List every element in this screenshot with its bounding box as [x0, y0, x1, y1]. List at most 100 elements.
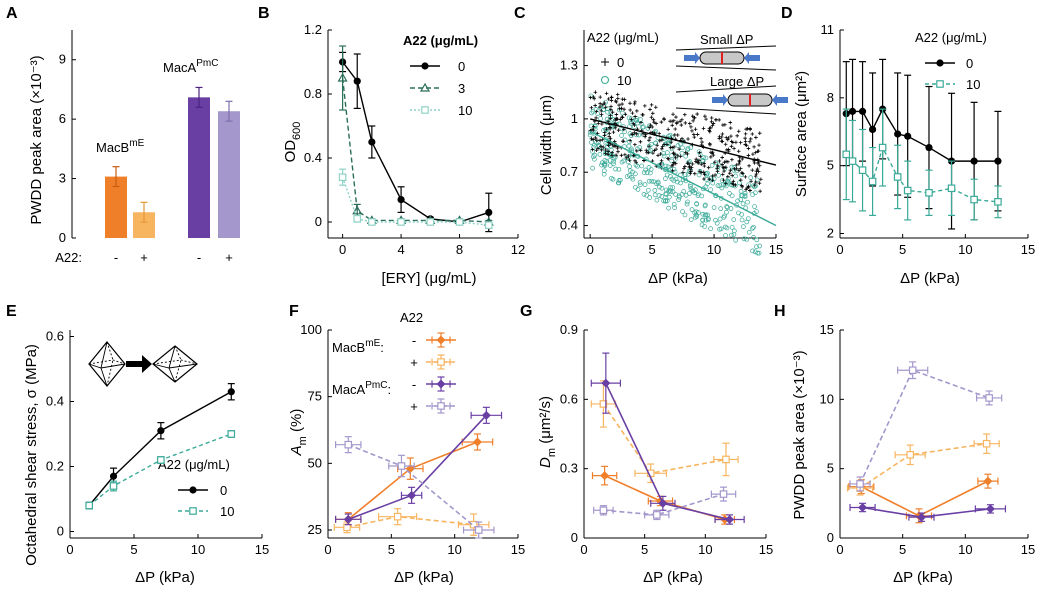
data-point	[157, 427, 165, 435]
scatter-point-10	[592, 131, 598, 137]
data-point	[469, 520, 478, 529]
panel-label-d: D	[781, 5, 793, 22]
scatter-point-10	[590, 165, 595, 171]
scatter-point-0	[711, 153, 716, 157]
scatter-point-0	[720, 132, 725, 136]
scatter-point-10	[680, 209, 685, 214]
scatter-point-10	[693, 209, 699, 215]
legend-marker	[601, 58, 609, 66]
scatter-point-0	[651, 117, 656, 122]
channel-wall	[675, 85, 777, 93]
scatter-point-0	[727, 171, 732, 175]
scatter-point-10	[622, 129, 627, 135]
panel-label-f: F	[289, 303, 299, 320]
data-point	[985, 394, 993, 402]
octahedron-hidden-edges	[88, 341, 126, 387]
scatter-point-10	[703, 202, 708, 208]
scatter-point-10	[703, 217, 709, 223]
scatter-point-0	[596, 121, 601, 126]
data-point	[970, 195, 978, 204]
scatter-point-10	[634, 118, 640, 123]
scatter-point-10	[685, 146, 691, 151]
scatter-point-0	[696, 161, 701, 165]
series-line	[604, 474, 725, 521]
scatter-point-0	[652, 120, 656, 125]
scatter-point-10	[619, 133, 624, 138]
panel-h-y-tick-label: 5	[827, 461, 834, 476]
panel-c-ylabel: Cell width (μm)	[538, 95, 555, 195]
scatter-point-10	[663, 191, 669, 197]
scatter-point-10	[644, 192, 650, 198]
data-point	[652, 511, 661, 519]
data-point	[344, 440, 353, 449]
scatter-point-0	[735, 134, 739, 138]
legend-marker	[600, 75, 610, 85]
series-line	[859, 369, 990, 485]
scatter-point-0	[607, 131, 612, 136]
legend-label: 10	[458, 103, 472, 118]
scatter-point-0	[651, 111, 655, 116]
panel-c-y-tick-label: 1.3	[560, 58, 578, 73]
panel-c-x-tick-label: 0	[587, 242, 594, 257]
scatter-point-0	[648, 123, 653, 127]
scatter-point-0	[758, 189, 762, 194]
scatter-point-0	[699, 162, 704, 167]
scatter-point-0	[623, 152, 627, 157]
scatter-point-0	[689, 125, 693, 129]
scatter-point-10	[668, 185, 673, 190]
data-point	[338, 173, 347, 182]
scatter-point-10	[665, 164, 671, 170]
scatter-point-10	[733, 173, 738, 179]
scatter-point-0	[619, 106, 624, 111]
series-line-0	[846, 107, 998, 162]
scatter-point-0	[673, 133, 677, 137]
scatter-point-0	[743, 136, 747, 140]
data-point	[947, 184, 956, 193]
panel-g-ylabel: Dm (μm²/s)	[537, 396, 558, 468]
scatter-point-10	[587, 132, 593, 138]
scatter-point-10	[665, 150, 670, 155]
scatter-point-10	[684, 201, 690, 207]
data-point	[157, 456, 165, 464]
scatter-point-0	[640, 112, 645, 117]
bar-sign-label: +	[140, 250, 148, 265]
scatter-point-10	[700, 211, 706, 217]
panel-d-y-tick-label: 5	[827, 158, 834, 173]
scatter-point-10	[751, 235, 756, 240]
scatter-point-0	[723, 181, 728, 186]
data-point	[484, 221, 493, 230]
panel-g-x-tick-label: 15	[759, 542, 773, 557]
scatter-point-0	[665, 142, 669, 147]
panel-b-y-tick-label: 1.2	[304, 22, 322, 37]
scatter-point-0	[598, 138, 602, 143]
data-point	[393, 512, 402, 521]
data-point	[227, 430, 236, 438]
scatter-point-10	[602, 163, 608, 168]
scatter-point-10	[729, 224, 735, 230]
scatter-point-0	[709, 116, 714, 120]
data-point	[916, 512, 926, 522]
data-point	[903, 186, 912, 195]
scatter-point-0	[606, 97, 611, 101]
scatter-point-0	[740, 157, 745, 161]
scatter-point-10	[676, 197, 681, 202]
scatter-point-0	[729, 144, 734, 149]
scatter-point-0	[632, 102, 637, 106]
panel-b-ylabel: OD600	[282, 122, 303, 163]
panel-a-y-tick-label: 6	[59, 111, 66, 126]
scatter-point-0	[714, 118, 718, 122]
scatter-point-0	[746, 146, 751, 151]
scatter-point-10	[711, 205, 717, 210]
scatter-point-0	[706, 165, 711, 170]
scatter-point-10	[661, 198, 667, 204]
scatter-point-10	[753, 183, 759, 189]
scatter-point-0	[703, 114, 707, 119]
scatter-point-10	[616, 180, 622, 186]
scatter-point-0	[692, 132, 696, 137]
data-point	[858, 107, 867, 115]
scatter-point-0	[702, 177, 706, 181]
panel-a-a22-label: A22:	[55, 250, 82, 265]
scatter-point-0	[749, 179, 753, 184]
scatter-point-0	[738, 166, 743, 171]
scatter-point-10	[637, 182, 643, 188]
